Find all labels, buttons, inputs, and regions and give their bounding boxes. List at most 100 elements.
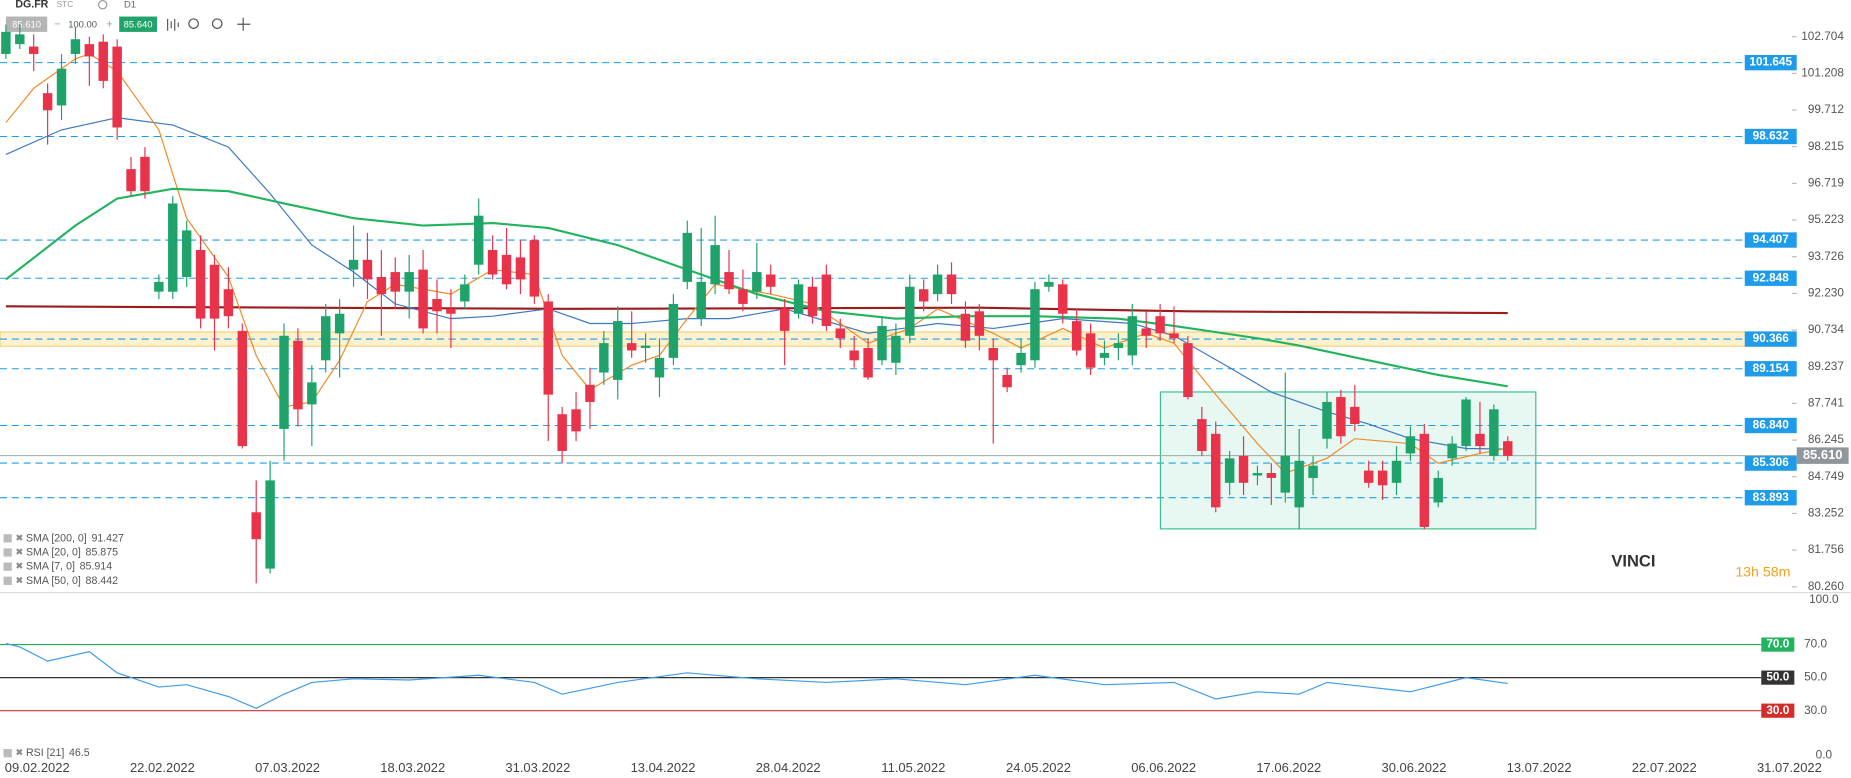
x-tick-label: 13.07.2022 bbox=[1507, 760, 1572, 775]
level-label: 94.407 bbox=[1753, 232, 1790, 246]
candle-body bbox=[168, 203, 178, 292]
candle-body bbox=[724, 272, 734, 290]
candle-body bbox=[432, 299, 442, 312]
info-icon[interactable] bbox=[97, 0, 108, 10]
level-label-box bbox=[1744, 128, 1797, 145]
candle-body bbox=[404, 272, 414, 292]
zoom-out-icon[interactable] bbox=[188, 18, 199, 29]
y-tick-label: 92.230 bbox=[1808, 286, 1845, 300]
candle-body bbox=[1266, 473, 1277, 478]
candle-body bbox=[696, 281, 706, 319]
candle-body bbox=[1238, 455, 1249, 483]
candle-body bbox=[223, 289, 234, 317]
candle-body bbox=[1211, 433, 1221, 508]
candle-body bbox=[515, 257, 526, 280]
candle-body bbox=[1475, 433, 1485, 447]
drawn-rectangle bbox=[1159, 391, 1537, 530]
candle-body bbox=[807, 286, 818, 317]
legend-icon bbox=[3, 562, 12, 571]
candle-body bbox=[1336, 397, 1346, 437]
x-tick-label: 17.06.2022 bbox=[1256, 760, 1321, 775]
candle-body bbox=[543, 301, 553, 395]
candle-body bbox=[640, 345, 651, 349]
plus[interactable]: + bbox=[106, 19, 112, 31]
minus[interactable]: − bbox=[54, 19, 60, 31]
level-label: 86.840 bbox=[1753, 418, 1790, 432]
y-tick-label: 102.704 bbox=[1801, 29, 1844, 43]
rsi-level-label: 50.0 bbox=[1766, 670, 1789, 684]
candle-body bbox=[752, 272, 762, 292]
candle-body bbox=[710, 245, 720, 285]
legend-entry: SMA [200, 0] 91.427 bbox=[26, 532, 124, 544]
rsi-level-box bbox=[1761, 637, 1795, 652]
legend-close: ✖ bbox=[15, 748, 23, 759]
crosshair-icon[interactable] bbox=[237, 17, 251, 31]
rsi-tick-label: 100.0 bbox=[1809, 592, 1839, 606]
legend-icon bbox=[3, 548, 12, 557]
candle-body bbox=[1197, 419, 1207, 451]
candle-body bbox=[932, 274, 943, 295]
candle-body bbox=[501, 254, 512, 285]
candle-body bbox=[98, 41, 108, 81]
x-tick-label: 22.07.2022 bbox=[1632, 760, 1697, 775]
legend-entry: SMA [7, 0] 85.914 bbox=[26, 560, 112, 572]
level-label-box bbox=[1744, 54, 1797, 71]
candle-body bbox=[181, 230, 192, 277]
zoom-in-icon[interactable] bbox=[211, 18, 223, 29]
candle-body bbox=[487, 250, 498, 275]
candle-body bbox=[265, 480, 275, 569]
y-tick-label: 98.215 bbox=[1808, 139, 1845, 153]
candle-body bbox=[1141, 328, 1151, 336]
candle-body bbox=[1280, 455, 1290, 493]
legend-close: ✖ bbox=[15, 561, 23, 572]
candle-body bbox=[293, 340, 303, 410]
y-tick-label: 81.756 bbox=[1808, 542, 1845, 556]
instrument-kind[interactable]: STC bbox=[57, 0, 74, 9]
candle-body bbox=[418, 269, 428, 329]
candle-body bbox=[654, 357, 665, 378]
level-label: 85.306 bbox=[1753, 455, 1790, 469]
y-tick-label: 86.245 bbox=[1808, 432, 1845, 446]
candle-body bbox=[84, 44, 95, 57]
candle-body bbox=[195, 250, 206, 319]
sma-line bbox=[5, 117, 1508, 450]
candle-body bbox=[1, 31, 11, 54]
candle-body bbox=[1058, 284, 1068, 314]
last-price-label: 85.610 bbox=[1803, 447, 1843, 462]
toolbar: DG.FR STC D1 85.610 − 100.00 + 85.640 bbox=[5, 0, 251, 32]
legend-name: SMA [7, 0] bbox=[26, 560, 75, 572]
candle-body bbox=[42, 93, 53, 111]
candle-body bbox=[390, 272, 400, 292]
legend-close: ✖ bbox=[15, 533, 23, 544]
candle-body bbox=[1002, 375, 1012, 388]
x-tick-label: 07.03.2022 bbox=[255, 760, 320, 775]
candle-body bbox=[1377, 470, 1388, 486]
x-tick-label: 13.04.2022 bbox=[631, 760, 696, 775]
candle-body bbox=[154, 281, 164, 292]
interval[interactable]: D1 bbox=[124, 0, 136, 10]
y-tick-label: 101.208 bbox=[1801, 65, 1844, 79]
candle-body bbox=[1183, 343, 1193, 398]
volume[interactable]: 100.00 bbox=[68, 19, 97, 30]
last-price-box bbox=[1796, 447, 1849, 464]
x-tick-label: 18.03.2022 bbox=[380, 760, 445, 775]
legend-value: 88.442 bbox=[86, 575, 119, 587]
candle-body bbox=[1252, 473, 1263, 476]
indicator-icon[interactable] bbox=[167, 18, 179, 31]
countdown: 13h 58m bbox=[1735, 564, 1790, 580]
sell-button[interactable] bbox=[5, 16, 48, 32]
candle-body bbox=[446, 308, 456, 314]
candle-body bbox=[251, 512, 261, 540]
sell-price: 85.610 bbox=[12, 19, 41, 30]
candle-body bbox=[307, 382, 317, 405]
legend-close: ✖ bbox=[15, 575, 23, 586]
sma-line bbox=[5, 187, 1508, 388]
buy-button[interactable] bbox=[119, 16, 158, 32]
rsi-tick-label: 0.0 bbox=[1816, 748, 1833, 762]
candle-body bbox=[668, 303, 679, 358]
rsi-axis-label: 30.0 bbox=[1804, 703, 1827, 717]
level-label-box bbox=[1744, 361, 1797, 377]
candle-body bbox=[460, 284, 470, 302]
candle-body bbox=[599, 343, 609, 373]
